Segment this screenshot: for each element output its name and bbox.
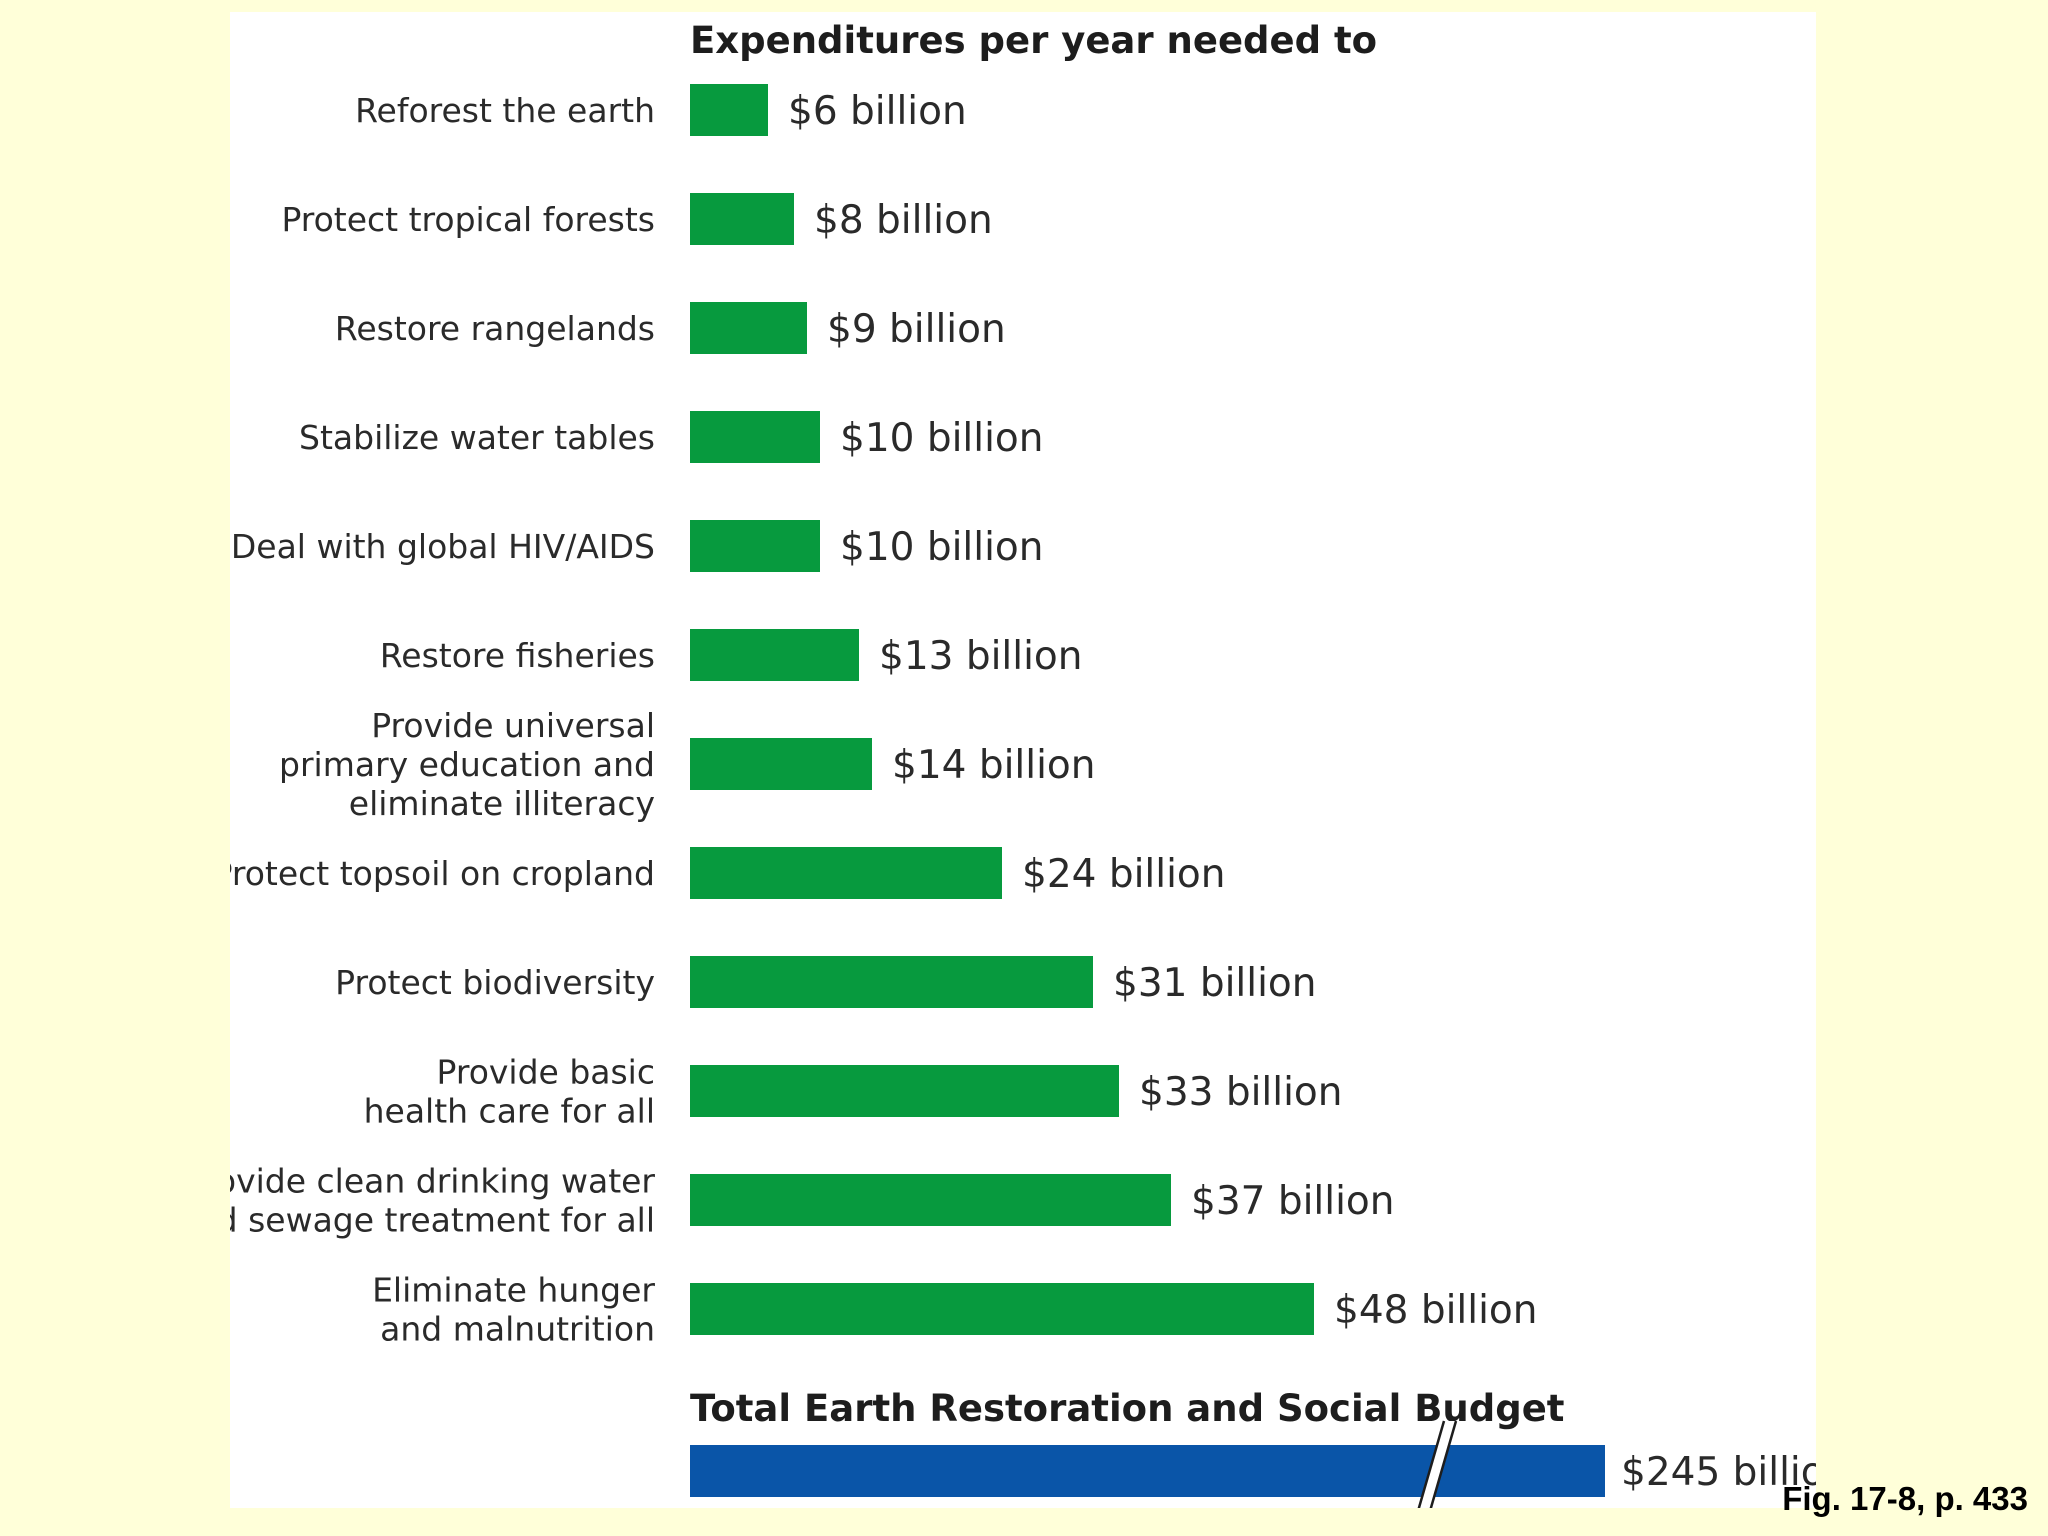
value-label: $10 billion <box>840 525 1044 570</box>
bar <box>690 1174 1171 1226</box>
bar <box>690 738 872 790</box>
bar <box>690 956 1093 1008</box>
category-label-line: Stabilize water tables <box>299 418 655 457</box>
value-label: $8 billion <box>814 198 993 243</box>
category-label: Reforest the earth <box>355 91 655 130</box>
bar <box>690 847 1002 899</box>
category-label: Eliminate hunger and malnutrition <box>372 1271 655 1349</box>
bar <box>690 411 820 463</box>
category-label: Protect tropical forests <box>281 200 655 239</box>
category-label-line: Provide basic <box>437 1053 655 1092</box>
category-label-line: Restore fisheries <box>380 636 655 675</box>
value-label: $31 billion <box>1113 961 1317 1006</box>
category-label-line: Protect tropical forests <box>281 200 655 239</box>
axis-break-gap <box>1418 1421 1456 1508</box>
category-label-line: Protect biodiversity <box>335 963 655 1002</box>
value-label: $10 billion <box>840 416 1044 461</box>
value-label: $37 billion <box>1191 1179 1395 1224</box>
value-label: $6 billion <box>788 89 967 134</box>
figure-caption: Fig. 17-8, p. 433 <box>1782 1480 2028 1517</box>
category-label-line: and sewage treatment for all <box>230 1201 655 1240</box>
category-label-line: Reforest the earth <box>355 91 655 130</box>
chart-panel: Expenditures per year needed to $6 billi… <box>230 12 1816 1508</box>
category-label-line: Provide universal <box>371 706 655 745</box>
category-label-line: primary education and <box>279 745 655 784</box>
category-label: Restore fisheries <box>380 636 655 675</box>
value-label: $48 billion <box>1334 1288 1538 1333</box>
bar <box>690 193 794 245</box>
category-label-line: and malnutrition <box>380 1310 655 1349</box>
chart-title: Expenditures per year needed to <box>690 19 1377 62</box>
total-budget-title: Total Earth Restoration and Social Budge… <box>690 1387 1565 1430</box>
category-label-line: Provide clean drinking water <box>230 1162 655 1201</box>
value-label: $24 billion <box>1022 852 1226 897</box>
bar <box>690 1283 1314 1335</box>
bar <box>690 629 859 681</box>
category-label: Deal with global HIV/AIDS <box>231 527 655 566</box>
total-value-label: $245 billion <box>1621 1450 1816 1495</box>
category-label: Restore rangelands <box>335 309 655 348</box>
category-label-line: Eliminate hunger <box>372 1271 655 1310</box>
bar <box>690 84 768 136</box>
bar <box>690 302 807 354</box>
bar-chart: Expenditures per year needed to $6 billi… <box>230 19 1816 1508</box>
category-label: Stabilize water tables <box>299 418 655 457</box>
category-label-line: Restore rangelands <box>335 309 655 348</box>
value-label: $14 billion <box>892 743 1096 788</box>
value-label: $9 billion <box>827 307 1006 352</box>
value-label: $33 billion <box>1139 1070 1343 1115</box>
bar <box>690 520 820 572</box>
category-label: Provide universal primary education and el… <box>279 706 655 823</box>
category-label-line: health care for all <box>364 1092 655 1131</box>
category-label-line: Protect topsoil on cropland <box>230 854 655 893</box>
category-label: Protect biodiversity <box>335 963 655 1002</box>
category-label: Provide basic health care for all <box>364 1053 655 1131</box>
category-label: Protect topsoil on cropland <box>230 854 655 893</box>
axis-break-line <box>1417 1420 1446 1508</box>
total-bar <box>690 1445 1605 1497</box>
category-label-line: eliminate illiteracy <box>349 784 655 823</box>
category-label: Provide clean drinking waterand sewage t… <box>230 1162 655 1240</box>
category-label-line: Deal with global HIV/AIDS <box>231 527 655 566</box>
axis-break-line <box>1429 1420 1458 1508</box>
value-label: $13 billion <box>879 634 1083 679</box>
bar <box>690 1065 1119 1117</box>
